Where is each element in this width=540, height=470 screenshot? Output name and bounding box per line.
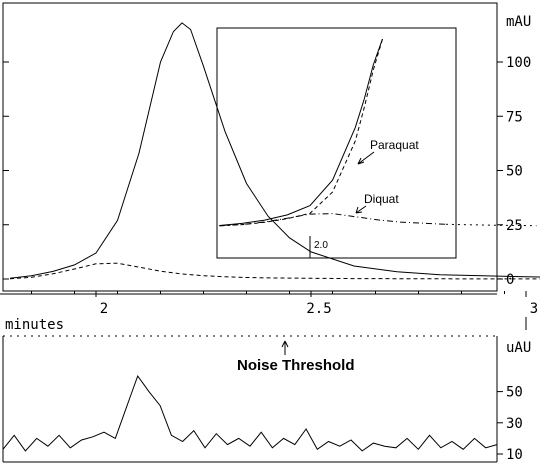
main-y-unit-label: mAU (506, 14, 531, 30)
main-y-tick-label: 0 (506, 272, 514, 288)
noise-y-tick-label: 10 (506, 447, 523, 463)
noise-y-unit-label: uAU (506, 340, 531, 356)
diquat-arrow-head (355, 206, 363, 214)
noise-y-tick-label: 30 (506, 416, 523, 432)
paraquat-arrow-head (357, 157, 365, 165)
main-peak-line (9, 22, 540, 279)
inset-series-line-0 (219, 38, 383, 226)
main-x-unit-label: minutes (5, 317, 64, 333)
inset-x-tick-label: 2.0 (314, 240, 328, 251)
paraquat-arrow-line (357, 151, 375, 165)
inset-plot-frame (216, 27, 457, 259)
noise-trace-line (2, 374, 498, 452)
main-y-tick-label: 50 (506, 164, 523, 180)
inset-annotation-paraquat: Paraquat (370, 138, 419, 152)
inset-series-line-1 (219, 38, 383, 227)
inset-diquat-tail (445, 223, 537, 227)
threshold-arrow-head (281, 340, 289, 348)
noise-y-tick-label: 50 (506, 385, 523, 401)
diquat-arrow-line (355, 205, 367, 214)
main-y-tick-label: 75 (506, 109, 523, 125)
main-deconvolved-line (9, 262, 540, 280)
inset-annotation-diquat: Diquat (364, 192, 399, 206)
main-y-tick-label: 25 (506, 218, 523, 234)
inset-series-line-2 (219, 213, 446, 227)
main-x-tick-label: 2 (100, 301, 108, 317)
main-x-tick-label: 2.5 (306, 301, 331, 317)
main-y-tick-label: 100 (506, 55, 531, 71)
main-x-tick-label: 3 (530, 301, 538, 317)
noise-threshold-label: Noise Threshold (237, 357, 355, 374)
